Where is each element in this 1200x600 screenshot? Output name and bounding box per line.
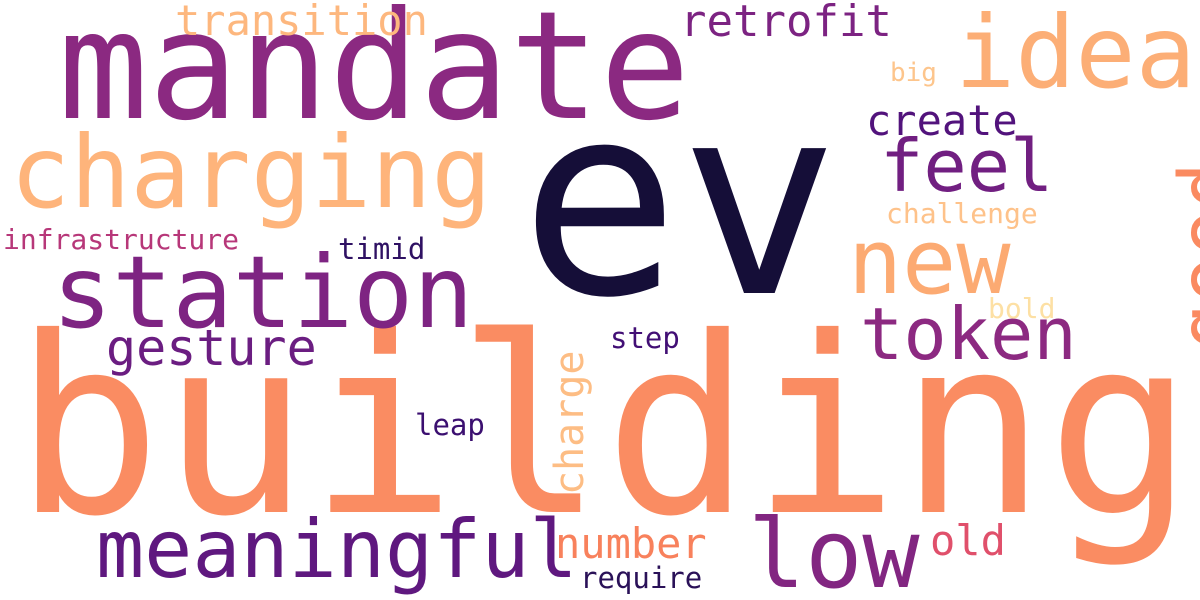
word-idea: idea (955, 0, 1196, 111)
word-require: require (580, 561, 703, 595)
word-charge: charge (547, 350, 593, 496)
word-gesture: gesture (106, 319, 317, 377)
word-transition: transition (175, 0, 428, 45)
word-challenge: challenge (886, 197, 1038, 230)
word-station: station (52, 234, 474, 351)
word-old: old (930, 516, 1006, 565)
word-number: number (555, 519, 707, 568)
word-meaningful: meaningful (96, 503, 578, 596)
word-building: building (14, 285, 1195, 570)
word-low: low (748, 500, 920, 600)
word-retrofit: retrofit (680, 0, 892, 47)
word-new: new (848, 210, 1011, 315)
word-create: create (866, 96, 1018, 145)
word-big: big (890, 58, 937, 88)
word-leap: leap (415, 408, 485, 442)
word-good: good (1164, 162, 1200, 350)
word-timid: timid (338, 232, 426, 266)
word-ev: ev (520, 48, 840, 356)
word-token: token (860, 292, 1077, 376)
word-step: step (610, 321, 680, 355)
word-bold: bold (988, 292, 1056, 325)
word-charging: charging (10, 114, 492, 231)
word-mandate: mandate (58, 0, 691, 154)
word-infrastructure: infrastructure (3, 223, 240, 256)
word-feel: feel (880, 124, 1054, 208)
